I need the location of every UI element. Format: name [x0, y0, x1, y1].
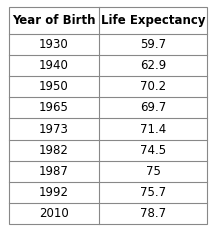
Text: 1940: 1940 — [39, 59, 69, 72]
Text: 1982: 1982 — [39, 144, 69, 157]
Text: 62.9: 62.9 — [140, 59, 166, 72]
Text: 1987: 1987 — [39, 164, 69, 178]
Text: 1965: 1965 — [39, 102, 69, 114]
Text: 1930: 1930 — [39, 38, 69, 51]
Bar — [9, 7, 207, 34]
Text: 1992: 1992 — [39, 186, 69, 199]
Text: 2010: 2010 — [39, 207, 69, 220]
Text: 69.7: 69.7 — [140, 102, 166, 114]
Text: 1973: 1973 — [39, 123, 69, 136]
Text: 71.4: 71.4 — [140, 123, 166, 136]
Text: 78.7: 78.7 — [140, 207, 166, 220]
Text: 1950: 1950 — [39, 80, 69, 93]
Text: 75: 75 — [146, 164, 161, 178]
Text: Life Expectancy: Life Expectancy — [101, 14, 205, 27]
Text: 59.7: 59.7 — [140, 38, 166, 51]
Text: 75.7: 75.7 — [140, 186, 166, 199]
Text: 74.5: 74.5 — [140, 144, 166, 157]
Text: 70.2: 70.2 — [140, 80, 166, 93]
Text: Year of Birth: Year of Birth — [12, 14, 96, 27]
